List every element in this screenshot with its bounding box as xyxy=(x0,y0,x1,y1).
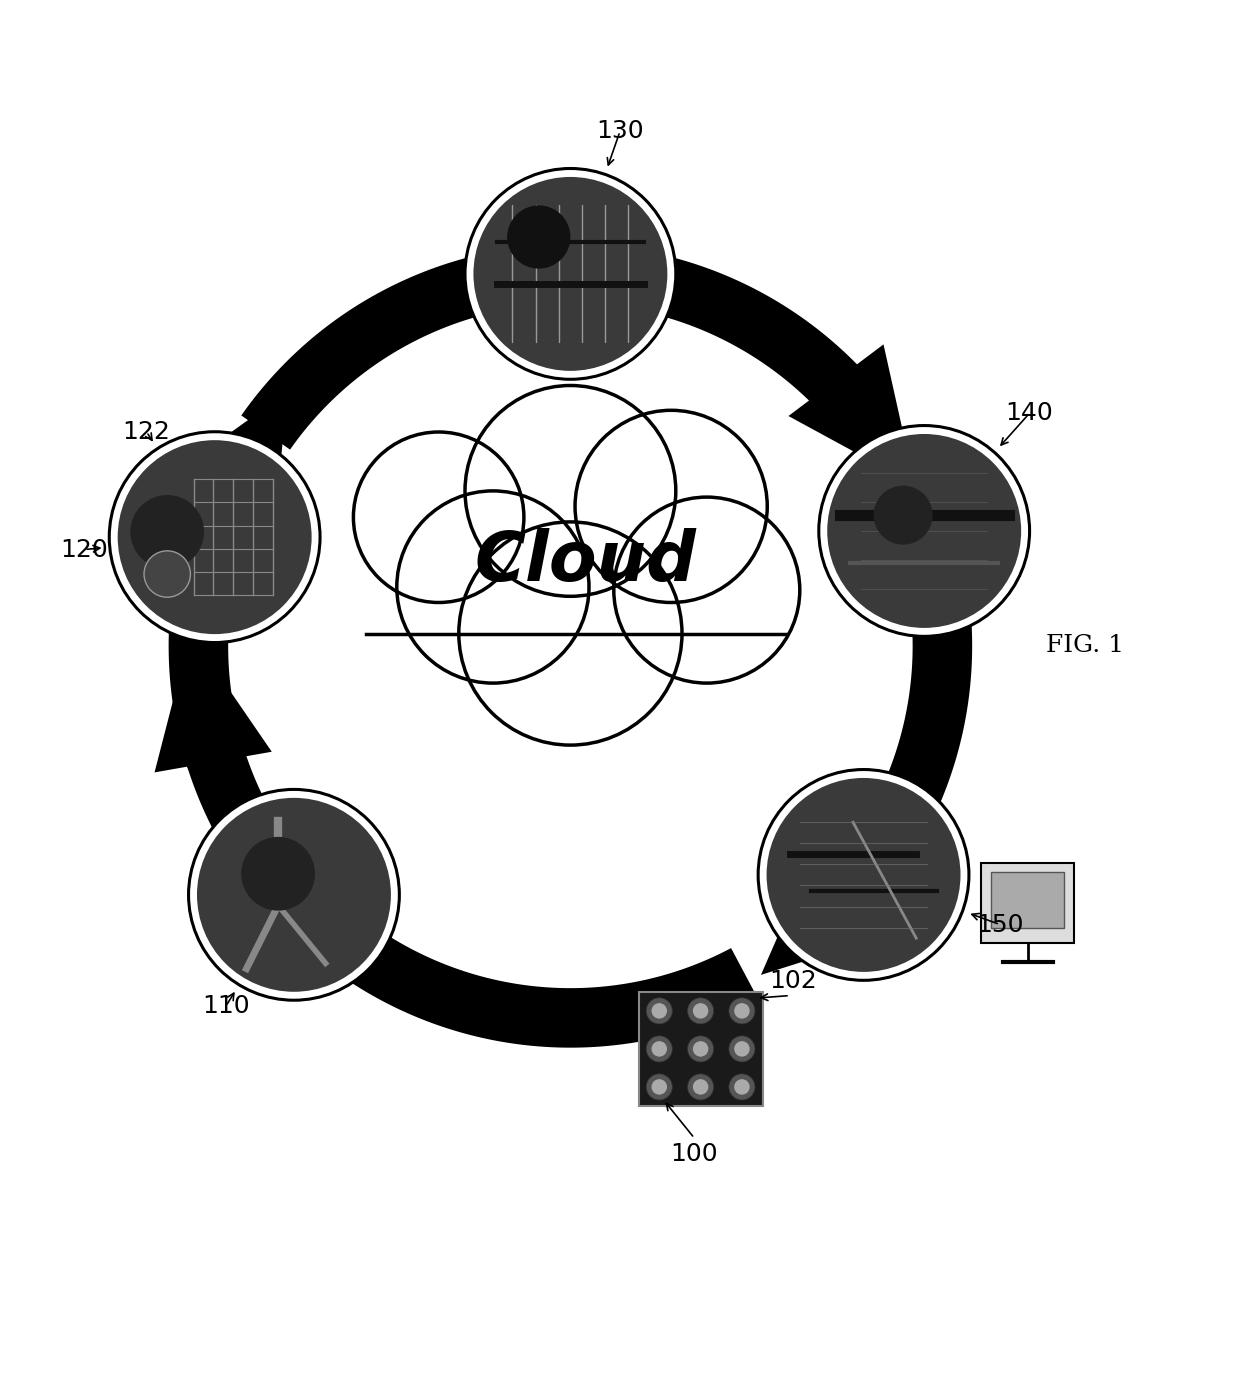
Circle shape xyxy=(766,778,961,972)
Bar xyxy=(639,992,763,1106)
Text: 150: 150 xyxy=(976,912,1024,936)
Circle shape xyxy=(729,1036,755,1061)
Circle shape xyxy=(734,1040,750,1057)
Circle shape xyxy=(734,1079,750,1095)
Circle shape xyxy=(729,997,755,1024)
Circle shape xyxy=(693,1040,708,1057)
Bar xyxy=(991,872,1064,928)
Circle shape xyxy=(397,491,589,683)
Text: Cloud: Cloud xyxy=(475,529,696,595)
Circle shape xyxy=(130,495,205,569)
Circle shape xyxy=(646,1074,672,1100)
Text: FIG. 1: FIG. 1 xyxy=(1047,634,1123,658)
Bar xyxy=(353,627,800,665)
Polygon shape xyxy=(155,633,272,772)
Circle shape xyxy=(687,1036,714,1061)
Circle shape xyxy=(827,434,1022,627)
Circle shape xyxy=(465,168,676,380)
Circle shape xyxy=(818,426,1029,636)
Circle shape xyxy=(459,522,682,746)
Circle shape xyxy=(465,385,676,597)
Circle shape xyxy=(118,440,311,634)
Text: 122: 122 xyxy=(123,420,170,444)
Circle shape xyxy=(507,206,570,268)
Text: 140: 140 xyxy=(1006,401,1054,426)
Text: 120: 120 xyxy=(61,537,108,562)
Polygon shape xyxy=(175,705,759,1047)
Bar xyxy=(981,862,1074,943)
Circle shape xyxy=(242,837,315,911)
Circle shape xyxy=(109,431,320,643)
Circle shape xyxy=(651,1040,667,1057)
Circle shape xyxy=(693,1003,708,1018)
Circle shape xyxy=(614,497,800,683)
Circle shape xyxy=(197,798,391,992)
Circle shape xyxy=(646,1036,672,1061)
Circle shape xyxy=(687,1074,714,1100)
Polygon shape xyxy=(169,445,274,771)
Circle shape xyxy=(646,997,672,1024)
Circle shape xyxy=(758,769,968,981)
Circle shape xyxy=(729,1074,755,1100)
Circle shape xyxy=(353,433,525,602)
Circle shape xyxy=(575,410,768,602)
Polygon shape xyxy=(789,345,915,485)
Circle shape xyxy=(734,1003,750,1018)
Polygon shape xyxy=(800,611,972,944)
Circle shape xyxy=(651,1079,667,1095)
Circle shape xyxy=(474,177,667,371)
Polygon shape xyxy=(171,392,288,536)
Text: 100: 100 xyxy=(671,1142,718,1166)
Circle shape xyxy=(687,997,714,1024)
Circle shape xyxy=(144,551,191,597)
Text: 102: 102 xyxy=(770,968,817,993)
Text: 110: 110 xyxy=(202,995,249,1018)
Circle shape xyxy=(188,790,399,1000)
Text: 130: 130 xyxy=(596,120,644,143)
Polygon shape xyxy=(761,843,898,975)
Circle shape xyxy=(874,485,932,545)
Circle shape xyxy=(693,1079,708,1095)
Circle shape xyxy=(651,1003,667,1018)
Polygon shape xyxy=(242,245,892,449)
